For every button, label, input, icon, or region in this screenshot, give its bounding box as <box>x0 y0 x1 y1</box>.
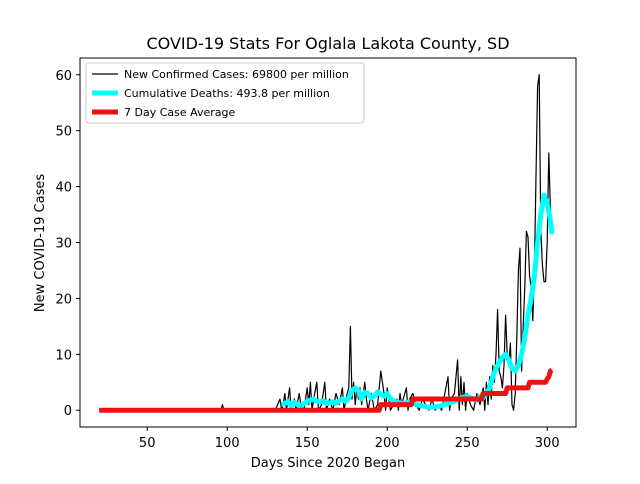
x-tick-label: 300 <box>535 436 560 451</box>
legend: New Confirmed Cases: 69800 per million Cu… <box>85 62 365 124</box>
legend-item-7day-average-label: 7 Day Case Average <box>124 106 236 119</box>
series-line-7day-average <box>99 367 554 413</box>
y-tick-label: 50 <box>55 125 72 140</box>
x-tick-label: 100 <box>215 436 240 451</box>
legend-box <box>85 62 365 124</box>
x-tick-label: 200 <box>375 436 400 451</box>
legend-item-cumulative-deaths-label: Cumulative Deaths: 493.8 per million <box>124 87 330 100</box>
x-tick-label: 150 <box>295 436 320 451</box>
x-tick-label: 250 <box>455 436 480 451</box>
axis-ticks: 50 100 150 200 250 300 0 10 20 30 40 50 60 <box>55 69 559 451</box>
y-tick-label: 30 <box>55 237 72 252</box>
series-group <box>99 74 555 413</box>
y-tick-label: 0 <box>64 404 72 419</box>
y-tick-label: 40 <box>55 181 72 196</box>
x-tick-label: 50 <box>139 436 156 451</box>
chart-title: COVID-19 Stats For Oglala Lakota County,… <box>146 34 509 53</box>
y-tick-label: 10 <box>55 348 72 363</box>
y-axis-title: New COVID-19 Cases <box>33 174 48 312</box>
y-tick-label: 20 <box>55 292 72 307</box>
legend-item-new-cases-label: New Confirmed Cases: 69800 per million <box>124 68 349 81</box>
y-tick-label: 60 <box>55 69 72 84</box>
x-axis-title: Days Since 2020 Began <box>251 456 406 471</box>
